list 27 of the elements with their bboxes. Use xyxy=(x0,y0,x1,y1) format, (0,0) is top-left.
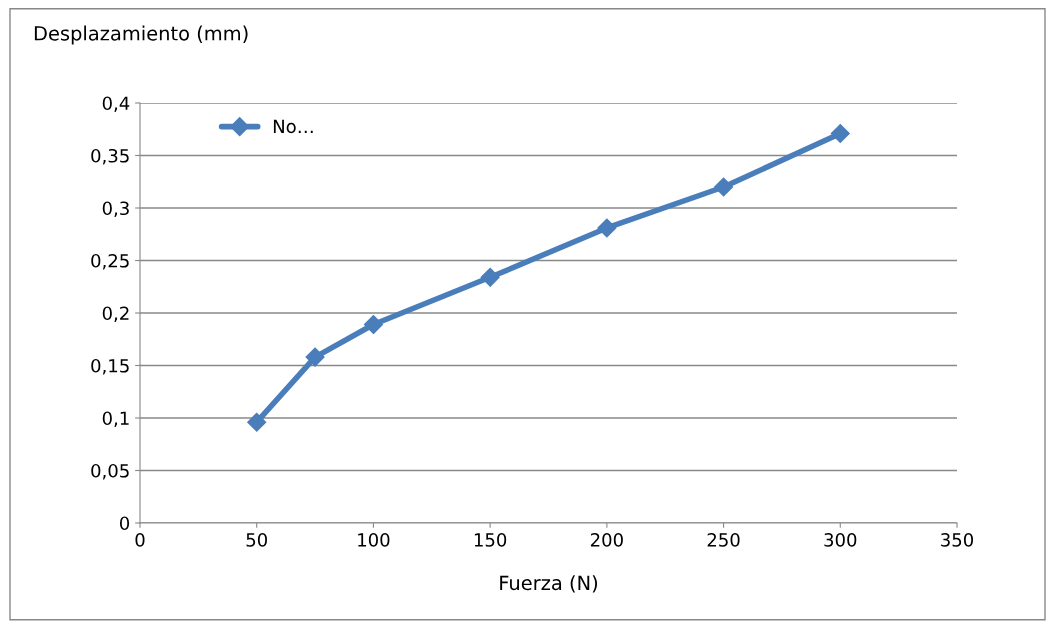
x-axis-title: Fuerza (N) xyxy=(500,575,598,593)
x-tick-label: 50 xyxy=(246,533,267,547)
x-tick-label: 0 xyxy=(135,533,145,547)
y-tick-label: 0,1 xyxy=(102,411,129,427)
y-tick-label: 0,15 xyxy=(91,358,129,375)
x-tick-label: 100 xyxy=(358,533,390,547)
point xyxy=(305,347,325,367)
y-tick-label: 0,4 xyxy=(102,96,130,112)
y-axis-title: Desplazamiento (mm) xyxy=(34,25,248,45)
legend-label: No… xyxy=(273,119,313,134)
point xyxy=(597,218,617,238)
y-tick-label: 0 xyxy=(119,516,130,531)
x-tick-label: 150 xyxy=(474,533,507,547)
point xyxy=(480,267,500,287)
y-tick-label: 0,3 xyxy=(102,201,129,217)
x-tick-label: 200 xyxy=(590,533,623,547)
point xyxy=(830,123,850,143)
y-tick-label: 0,25 xyxy=(91,253,129,270)
point xyxy=(714,177,734,197)
x-tick-label: 250 xyxy=(707,533,740,547)
y-tick-label: 0,35 xyxy=(91,148,129,165)
x-tick-label: 300 xyxy=(824,533,857,547)
y-tick-label: 0,2 xyxy=(102,306,129,322)
point xyxy=(247,412,267,432)
point xyxy=(363,315,383,335)
x-tick-label: 350 xyxy=(941,533,974,547)
y-tick-label: 0,05 xyxy=(91,463,129,480)
